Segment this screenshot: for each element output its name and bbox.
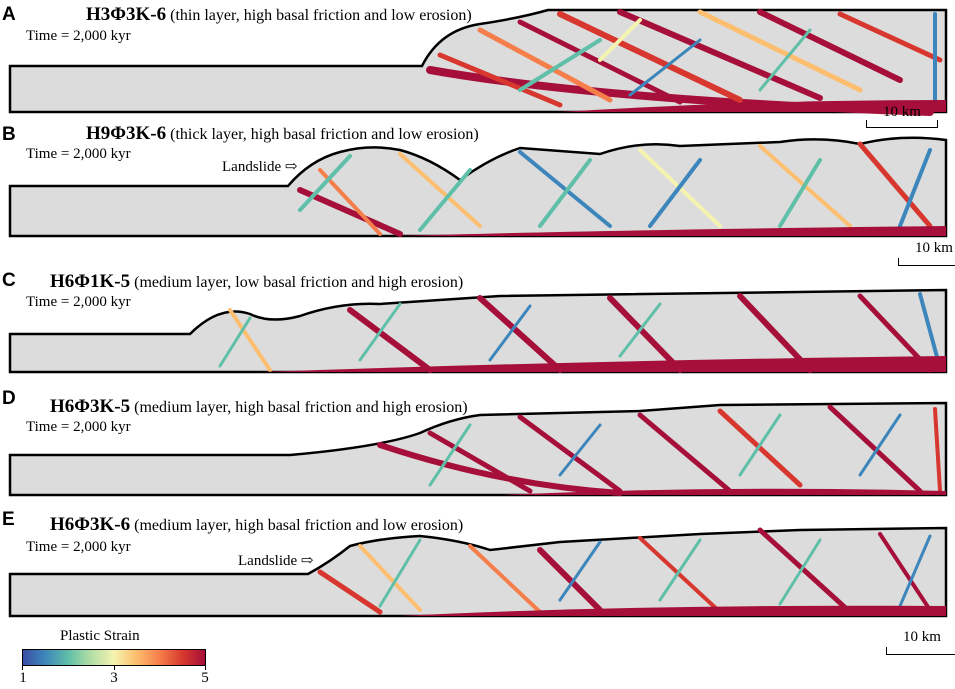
panel-letter-a: A bbox=[2, 4, 16, 25]
colorbar-tick-max bbox=[205, 666, 206, 670]
panel-title-e: H6Φ3K-6 (medium layer, high basal fricti… bbox=[50, 514, 463, 536]
panel-title-a: H3Φ3K-6 (thin layer, high basal friction… bbox=[86, 4, 472, 26]
model-code-a: H3Φ3K-6 bbox=[86, 4, 167, 25]
model-code-b: H9Φ3K-6 bbox=[86, 123, 167, 144]
cross-section-b bbox=[8, 136, 948, 238]
colorbar-label-max: 5 bbox=[201, 670, 209, 686]
model-desc-d: (medium layer, high basal friction and h… bbox=[134, 399, 468, 416]
cross-section-c bbox=[8, 288, 948, 374]
panel-title-b: H9Φ3K-6 (thick layer, high basal frictio… bbox=[86, 123, 479, 145]
cross-section-d bbox=[8, 401, 948, 497]
arrow-right-icon: ⇨ bbox=[300, 553, 314, 569]
time-label-a: Time = 2,000 kyr bbox=[26, 28, 131, 44]
time-label-b: Time = 2,000 kyr bbox=[26, 146, 131, 162]
panel-letter-d: D bbox=[2, 388, 16, 409]
landslide-label-e: Landslide ⇨ bbox=[238, 553, 314, 569]
panel-title-d: H6Φ3K-5 (medium layer, high basal fricti… bbox=[50, 396, 468, 418]
scalebar-label-e: 10 km bbox=[903, 629, 941, 645]
panel-letter-c: C bbox=[2, 270, 16, 291]
panel-letter-b: B bbox=[2, 124, 16, 145]
scalebar-b bbox=[898, 258, 955, 266]
cross-section-e bbox=[8, 526, 948, 618]
scalebar-label-a: 10 km bbox=[883, 104, 921, 120]
colorbar-label-min: 1 bbox=[19, 670, 27, 686]
model-desc-e: (medium layer, high basal friction and l… bbox=[134, 517, 464, 534]
landslide-label-b: Landslide ⇨ bbox=[222, 159, 298, 175]
colorbar-tick-mid bbox=[114, 666, 115, 670]
panel-letter-e: E bbox=[2, 509, 15, 530]
model-desc-c: (medium layer, low basal friction and hi… bbox=[134, 274, 464, 291]
time-label-d: Time = 2,000 kyr bbox=[26, 419, 131, 435]
cross-section-a bbox=[8, 8, 948, 116]
model-code-c: H6Φ1K-5 bbox=[50, 271, 131, 292]
model-code-e: H6Φ3K-6 bbox=[50, 514, 131, 535]
scalebar-a bbox=[866, 120, 938, 128]
model-desc-b: (thick layer, high basal friction and lo… bbox=[170, 126, 479, 143]
colorbar-label-mid: 3 bbox=[110, 670, 118, 686]
colorbar-title: Plastic Strain bbox=[60, 628, 140, 644]
panel-title-c: H6Φ1K-5 (medium layer, low basal frictio… bbox=[50, 271, 463, 293]
scalebar-e bbox=[886, 647, 955, 655]
scalebar-label-b: 10 km bbox=[915, 240, 953, 256]
colorbar bbox=[22, 649, 206, 666]
model-desc-a: (thin layer, high basal friction and low… bbox=[170, 7, 472, 24]
arrow-right-icon: ⇨ bbox=[284, 159, 298, 175]
colorbar-tick-min bbox=[22, 666, 23, 670]
time-label-c: Time = 2,000 kyr bbox=[26, 294, 131, 310]
time-label-e: Time = 2,000 kyr bbox=[26, 539, 131, 555]
model-code-d: H6Φ3K-5 bbox=[50, 396, 131, 417]
